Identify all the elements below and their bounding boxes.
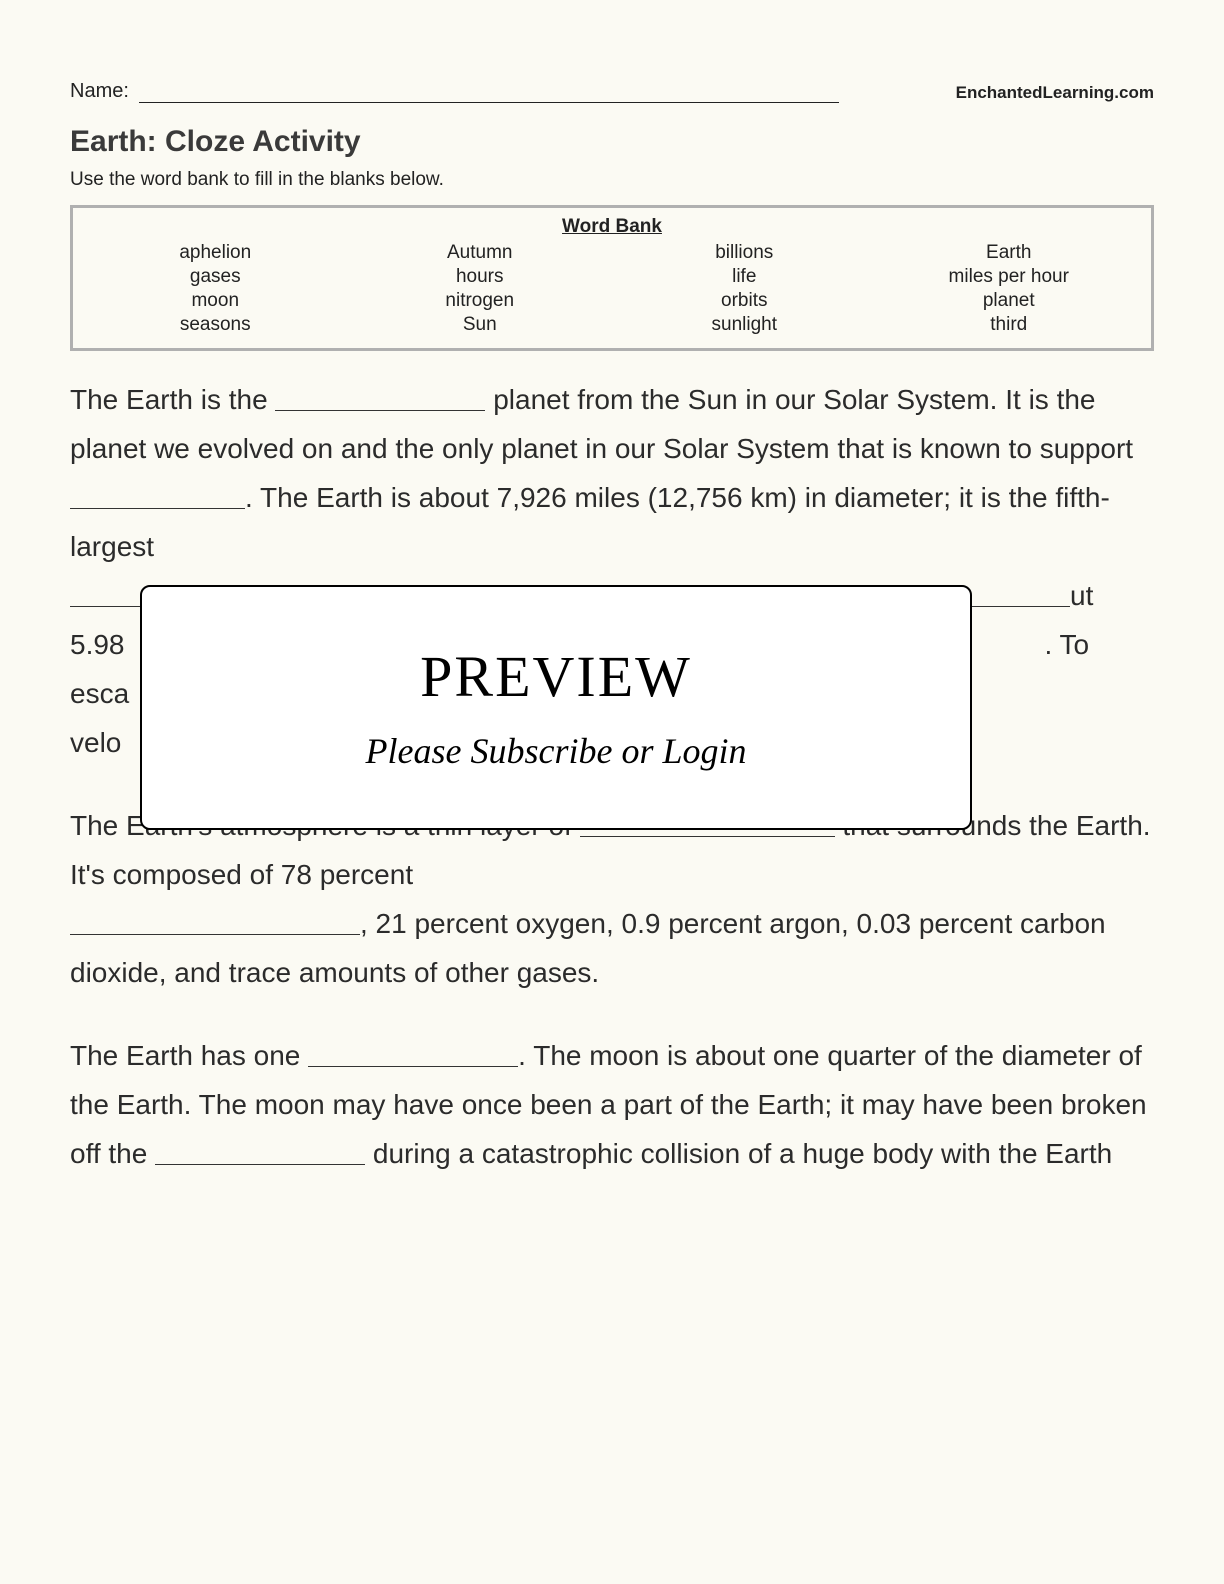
name-field-wrap: Name: [70,80,936,103]
overlay-title: PREVIEW [420,643,692,710]
instructions-text: Use the word bank to fill in the blanks … [70,169,1154,191]
paragraph-2: The Earth's atmosphere is a thin layer o… [70,801,1154,997]
word-bank-item: seasons [83,314,348,336]
p1-long-tail: ut [1070,580,1093,611]
page-title: Earth: Cloze Activity [70,125,1154,159]
p3-text-a: The Earth has one [70,1040,308,1071]
word-bank-grid: aphelionAutumnbillionsEarth gaseshourslif… [83,242,1141,336]
word-bank-item: third [877,314,1142,336]
blank-input[interactable] [70,907,360,935]
word-bank-item: planet [877,290,1142,312]
word-bank-item: billions [612,242,877,264]
preview-overlay: PREVIEW Please Subscribe or Login [140,585,972,830]
word-bank: Word Bank aphelionAutumnbillionsEarth gas… [70,205,1154,351]
p3-text-c: during a catastrophic collision of a hug… [365,1138,1112,1169]
blank-input[interactable] [275,383,485,411]
name-label: Name: [70,80,129,103]
overlay-subtitle: Please Subscribe or Login [366,730,747,772]
p1-vel: velo [70,727,121,758]
blank-input[interactable] [155,1137,365,1165]
word-bank-item: hours [348,266,613,288]
p1-num-tail: . To [1045,629,1090,660]
site-branding: EnchantedLearning.com [956,83,1154,103]
name-input-line[interactable] [139,84,839,103]
header-row: Name: EnchantedLearning.com [70,80,1154,103]
blank-input[interactable] [70,481,245,509]
word-bank-title: Word Bank [83,216,1141,238]
word-bank-item: Autumn [348,242,613,264]
word-bank-item: sunlight [612,314,877,336]
word-bank-item: life [612,266,877,288]
word-bank-item: moon [83,290,348,312]
p1-esc: esca [70,678,129,709]
paragraph-3: The Earth has one . The moon is about on… [70,1031,1154,1178]
blank-input[interactable] [308,1039,518,1067]
word-bank-item: Earth [877,242,1142,264]
word-bank-item: nitrogen [348,290,613,312]
p1-num: 5.98 [70,629,125,660]
word-bank-item: orbits [612,290,877,312]
word-bank-item: gases [83,266,348,288]
word-bank-item: miles per hour [877,266,1142,288]
word-bank-item: aphelion [83,242,348,264]
word-bank-item: Sun [348,314,613,336]
p1-text-a: The Earth is the [70,384,275,415]
